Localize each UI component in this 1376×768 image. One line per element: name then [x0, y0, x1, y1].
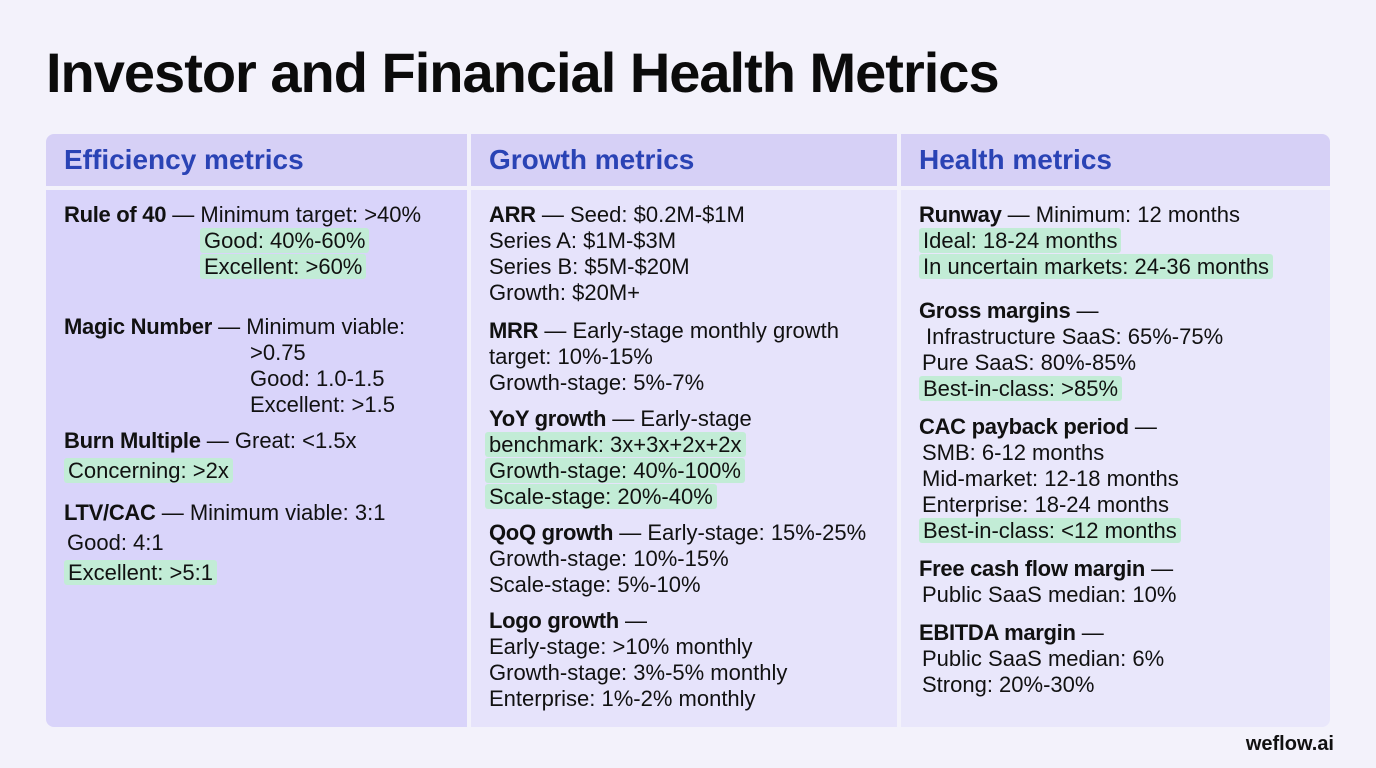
metric-value: Minimum target: >40% — [200, 202, 422, 227]
metric-separator: — — [166, 202, 201, 227]
metric-value: Great: <1.5x — [234, 428, 357, 453]
metric-separator: — — [538, 318, 573, 343]
metric-value: Enterprise: 18-24 months — [922, 492, 1170, 517]
metric-value: >0.75 — [250, 340, 306, 365]
metric-cac-payback: CAC payback period — SMB: 6-12 months Mi… — [919, 414, 1330, 544]
metric-separator: — — [1145, 556, 1174, 581]
metric-separator: — — [1128, 414, 1157, 439]
metric-value: Growth-stage: 5%-7% — [489, 370, 705, 395]
metric-value: Early-stage monthly growth — [572, 318, 839, 343]
metric-value: SMB: 6-12 months — [922, 440, 1105, 465]
metric-value: Growth-stage: 3%-5% monthly — [489, 660, 788, 685]
highlighted-value: Concerning: >2x — [64, 458, 233, 483]
highlighted-value: Ideal: 18-24 months — [919, 228, 1122, 253]
metric-gross-margins: Gross margins — Infrastructure SaaS: 65%… — [919, 298, 1330, 402]
metric-value: Good: 1.0-1.5 — [250, 366, 385, 391]
metric-value: Public SaaS median: 10% — [922, 582, 1177, 607]
metric-value: Minimum viable: 3:1 — [189, 500, 386, 525]
metric-value: Infrastructure SaaS: 65%-75% — [926, 324, 1224, 349]
metric-value: Growth: $20M+ — [489, 280, 641, 305]
metric-separator: — — [1070, 298, 1099, 323]
highlighted-value: Good: 40%-60% — [200, 228, 370, 253]
highlighted-value: Best-in-class: <12 months — [919, 518, 1181, 543]
growth-column: Growth metrics ARR — Seed: $0.2M-$1M Ser… — [471, 134, 901, 727]
highlighted-value: benchmark: 3x+3x+2x+2x — [485, 432, 746, 457]
metric-value: target: 10%-15% — [489, 344, 653, 369]
metric-value: Early-stage — [640, 406, 752, 431]
metric-separator: — — [1075, 620, 1104, 645]
metric-value: Series B: $5M-$20M — [489, 254, 690, 279]
metric-separator: — — [155, 500, 190, 525]
metric-runway: Runway — Minimum: 12 months Ideal: 18-24… — [919, 202, 1330, 280]
metric-value: Minimum viable: — [246, 314, 406, 339]
efficiency-column: Efficiency metrics Rule of 40 — Minimum … — [46, 134, 471, 727]
metric-name: YoY growth — [489, 406, 607, 431]
metric-value: Good: 4:1 — [67, 530, 164, 555]
metric-name: Magic Number — [64, 314, 212, 339]
metric-name: LTV/CAC — [64, 500, 156, 525]
column-heading: Growth metrics — [471, 134, 897, 190]
metric-value: Series A: $1M-$3M — [489, 228, 677, 253]
metric-separator: — — [1001, 202, 1036, 227]
highlighted-value: Excellent: >60% — [200, 254, 367, 279]
column-body: ARR — Seed: $0.2M-$1M Series A: $1M-$3M … — [471, 190, 897, 727]
column-body: Rule of 40 — Minimum target: >40% Good: … — [46, 190, 467, 727]
metric-value: Mid-market: 12-18 months — [922, 466, 1179, 491]
metric-name: Runway — [919, 202, 1002, 227]
metric-ebitda: EBITDA margin — Public SaaS median: 6% S… — [919, 620, 1330, 698]
metric-magic-number: Magic Number — Minimum viable: >0.75 Goo… — [64, 314, 467, 418]
metric-separator: — — [618, 608, 648, 633]
metric-separator: — — [200, 428, 235, 453]
metric-value: Minimum: 12 months — [1035, 202, 1240, 227]
brand-logo: weflow.ai — [1245, 733, 1334, 755]
metric-value: Seed: $0.2M-$1M — [570, 202, 745, 227]
metric-ltv-cac: LTV/CAC — Minimum viable: 3:1 Good: 4:1 … — [64, 500, 467, 586]
metric-separator: — — [613, 520, 648, 545]
metric-burn-multiple: Burn Multiple — Great: <1.5x Concerning:… — [64, 428, 467, 484]
metric-separator: — — [211, 314, 247, 339]
metric-value: Public SaaS median: 6% — [922, 646, 1165, 671]
highlighted-value: Excellent: >5:1 — [64, 560, 217, 585]
highlighted-value: In uncertain markets: 24-36 months — [919, 254, 1274, 279]
highlighted-value: Growth-stage: 40%-100% — [485, 458, 745, 483]
metric-free-cash-flow: Free cash flow margin — Public SaaS medi… — [919, 556, 1330, 608]
metric-name: Rule of 40 — [64, 202, 167, 227]
metric-mrr: MRR — Early-stage monthly growth target:… — [489, 318, 897, 396]
metric-value: Strong: 20%-30% — [922, 672, 1095, 697]
column-heading: Efficiency metrics — [46, 134, 467, 190]
page-title: Investor and Financial Health Metrics — [46, 41, 1000, 104]
metric-qoq-growth: QoQ growth — Early-stage: 15%-25% Growth… — [489, 520, 897, 598]
metric-yoy-growth: YoY growth — Early-stage benchmark: 3x+3… — [485, 406, 897, 510]
column-body: Runway — Minimum: 12 months Ideal: 18-24… — [901, 190, 1330, 727]
metric-separator: — — [606, 406, 641, 431]
metrics-grid: Efficiency metrics Rule of 40 — Minimum … — [46, 134, 1330, 727]
metric-value: Growth-stage: 10%-15% — [489, 546, 729, 571]
metric-name: CAC payback period — [919, 414, 1129, 439]
metric-value: Early-stage: >10% monthly — [489, 634, 753, 659]
highlighted-value: Scale-stage: 20%-40% — [485, 484, 717, 509]
highlighted-value: Best-in-class: >85% — [919, 376, 1123, 401]
metric-rule-of-40: Rule of 40 — Minimum target: >40% Good: … — [64, 202, 467, 280]
metric-name: EBITDA margin — [919, 620, 1076, 645]
metric-value: Enterprise: 1%-2% monthly — [489, 686, 756, 711]
metric-name: ARR — [489, 202, 536, 227]
metric-value: Excellent: >1.5 — [250, 392, 395, 417]
metric-name: Logo growth — [489, 608, 619, 633]
metric-separator: — — [535, 202, 570, 227]
metric-value: Early-stage: 15%-25% — [647, 520, 867, 545]
metric-name: QoQ growth — [489, 520, 614, 545]
health-column: Health metrics Runway — Minimum: 12 mont… — [901, 134, 1330, 727]
metric-name: Free cash flow margin — [919, 556, 1145, 581]
metric-value: Scale-stage: 5%-10% — [489, 572, 701, 597]
metric-name: Burn Multiple — [64, 428, 201, 453]
metric-value: Pure SaaS: 80%-85% — [922, 350, 1137, 375]
column-heading: Health metrics — [901, 134, 1330, 190]
metric-logo-growth: Logo growth — Early-stage: >10% monthly … — [489, 608, 897, 712]
metric-arr: ARR — Seed: $0.2M-$1M Series A: $1M-$3M … — [489, 202, 897, 306]
metric-name: Gross margins — [919, 298, 1071, 323]
metric-name: MRR — [489, 318, 539, 343]
